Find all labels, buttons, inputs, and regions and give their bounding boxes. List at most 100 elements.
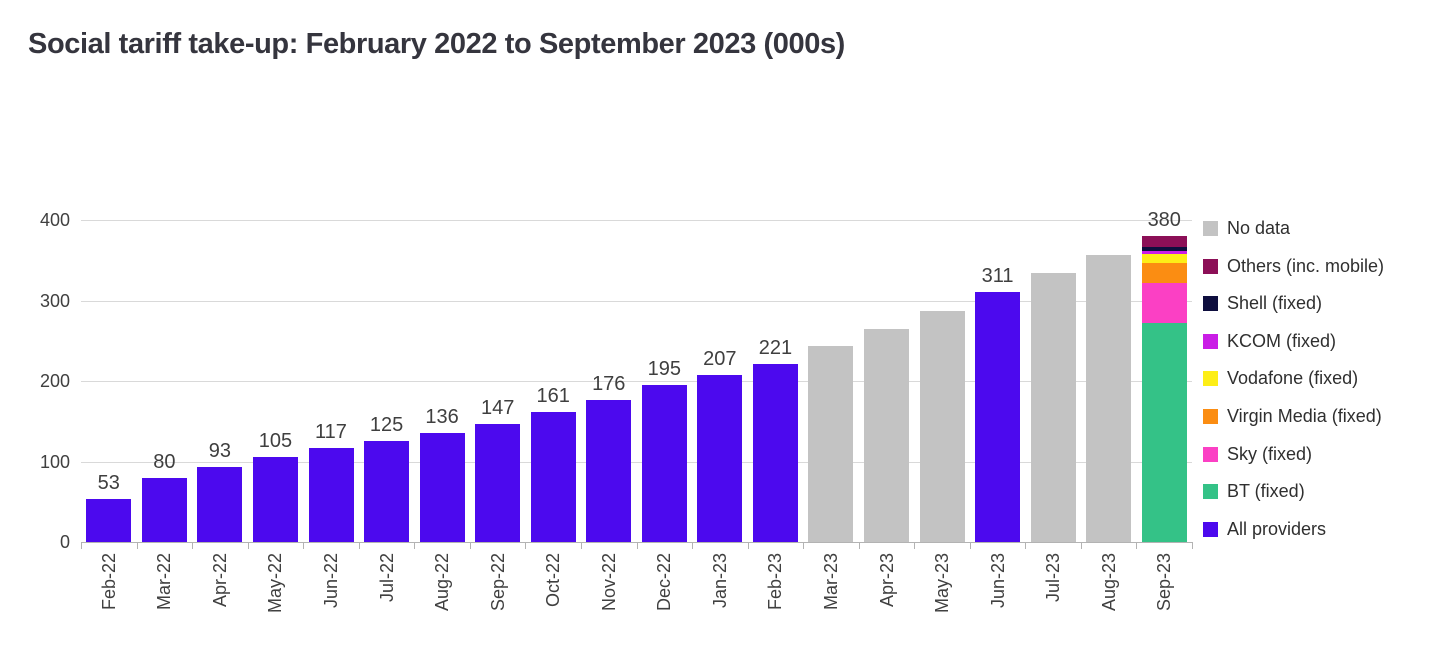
legend-label: Others (inc. mobile)	[1227, 255, 1385, 276]
x-axis-tick	[858, 542, 860, 549]
y-axis-tick-label: 200	[39, 371, 70, 391]
x-axis-tick	[303, 542, 305, 549]
x-axis-tick	[1192, 542, 1193, 549]
legend-swatch-icon	[1203, 333, 1218, 349]
bar-Dec-22	[641, 385, 687, 542]
bar-Jan-23	[697, 375, 743, 542]
legend-label: Sky (fixed)	[1227, 443, 1313, 464]
bar-May-23	[919, 310, 965, 542]
bar-value-label: 125	[369, 414, 404, 437]
x-axis-label: Aug-22	[432, 553, 453, 612]
x-axis-tick	[636, 542, 638, 549]
bar-segment-others-inc-mobile	[1141, 236, 1187, 248]
bar-Aug-23	[1086, 254, 1132, 542]
x-axis-label: Apr-23	[876, 553, 897, 608]
x-axis-tick	[1025, 542, 1027, 549]
bar-segment-virgin-media-fixed	[1141, 263, 1187, 283]
x-axis-label: Mar-23	[820, 553, 841, 611]
bar-value-label: 105	[258, 430, 293, 453]
legend-swatch-icon	[1203, 446, 1218, 462]
legend-label: All providers	[1227, 518, 1327, 539]
legend-swatch-icon	[1203, 409, 1218, 424]
x-axis-tick	[803, 542, 805, 549]
bar-Feb-23	[752, 364, 798, 542]
bar-value-label: 117	[315, 420, 347, 443]
x-axis-tick	[1080, 542, 1082, 549]
bar-value-label: 195	[647, 358, 681, 381]
bar-Jun-23	[975, 291, 1021, 542]
bar-Apr-23	[864, 328, 909, 542]
bar-value-label: 147	[480, 396, 515, 419]
x-axis-label: Apr-22	[209, 553, 230, 608]
bar-Sep-23	[1141, 236, 1187, 542]
legend-label: Shell (fixed)	[1227, 293, 1323, 314]
y-axis-tick-label: 100	[39, 451, 70, 472]
bar-value-label: 53	[97, 472, 120, 495]
x-axis-tick	[192, 542, 194, 549]
x-axis-tick	[580, 542, 582, 549]
bar-Feb-22	[86, 499, 132, 542]
bar-Jun-22	[308, 447, 354, 542]
x-axis-tick	[747, 542, 749, 549]
bar-value-label: 380	[1147, 209, 1181, 232]
legend-label: Virgin Media (fixed)	[1227, 406, 1382, 426]
y-axis-tick-label: 400	[39, 210, 70, 230]
x-axis-line	[81, 542, 1192, 543]
x-axis-tick	[136, 542, 138, 549]
bar-value-label: 161	[536, 385, 570, 408]
legend-swatch-icon	[1203, 484, 1218, 500]
bar-value-label: 176	[592, 373, 626, 396]
gridline	[81, 300, 1192, 302]
legend-label: No data	[1227, 218, 1291, 238]
bar-Sep-22	[475, 423, 521, 542]
bar-value-label: 221	[758, 337, 793, 360]
bar-segment-vodafone-fixed	[1141, 253, 1187, 264]
x-axis-tick	[81, 542, 82, 549]
x-axis-label: Jul-23	[1043, 553, 1064, 603]
x-axis-tick	[469, 542, 471, 549]
x-axis-label: Nov-22	[598, 553, 619, 612]
legend-swatch-icon	[1203, 521, 1218, 537]
bar-Jul-23	[1030, 273, 1076, 542]
x-axis-label: May-22	[265, 553, 286, 614]
bar-segment-shell-fixed	[1141, 247, 1187, 251]
x-axis-label: Dec-22	[654, 553, 675, 612]
legend-swatch-icon	[1203, 371, 1218, 387]
legend-label: Vodafone (fixed)	[1227, 368, 1359, 389]
x-axis-label: Feb-23	[765, 553, 786, 611]
legend-label: BT (fixed)	[1227, 481, 1305, 502]
legend-swatch-icon	[1203, 296, 1218, 312]
bar-Apr-22	[197, 467, 243, 542]
x-axis-label: Mar-22	[154, 553, 175, 611]
bar-value-label: 80	[153, 450, 176, 473]
bar-Nov-22	[586, 400, 632, 542]
bar-segment-kcom-fixed	[1141, 250, 1187, 254]
chart-title: Social tariff take-up: February 2022 to …	[28, 28, 845, 60]
y-axis-tick-label: 300	[39, 290, 70, 311]
bar-value-label: 93	[208, 440, 232, 463]
x-axis-tick	[914, 542, 916, 549]
x-axis-tick	[358, 542, 360, 549]
x-axis-label: Sep-23	[1154, 553, 1175, 612]
x-axis-label: Jun-22	[321, 553, 341, 609]
bar-May-22	[252, 457, 298, 542]
bar-segment-bt-fixed	[1141, 323, 1187, 542]
x-axis-label: May-23	[932, 553, 953, 614]
y-axis-tick-label: 0	[59, 532, 70, 552]
gridline	[81, 381, 1192, 382]
x-axis-label: Jan-23	[709, 553, 730, 609]
bar-Jul-22	[364, 441, 410, 542]
bar-value-label: 207	[703, 348, 737, 371]
gridline	[81, 461, 1192, 463]
bar-segment-sky-fixed	[1141, 282, 1187, 324]
x-axis-label: Jul-22	[376, 553, 397, 603]
x-axis-label: Jun-23	[987, 553, 1008, 609]
legend-label: KCOM (fixed)	[1227, 330, 1337, 351]
gridline	[81, 220, 1192, 221]
bar-Aug-22	[419, 432, 465, 542]
x-axis-tick	[1136, 542, 1138, 549]
x-axis-tick	[969, 542, 971, 549]
x-axis-tick	[525, 542, 527, 549]
x-axis-tick	[414, 542, 416, 549]
x-axis-tick	[247, 542, 249, 549]
